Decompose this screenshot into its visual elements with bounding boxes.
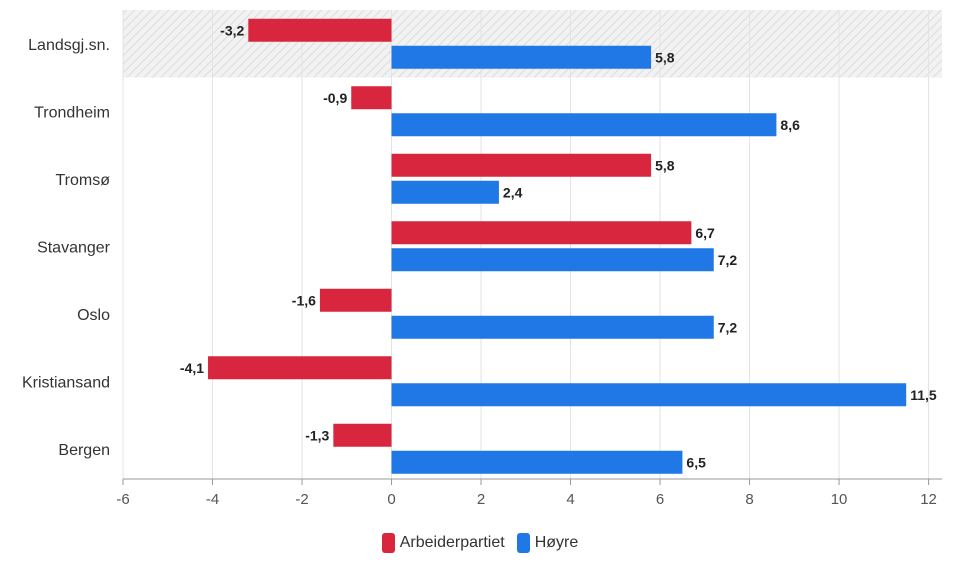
data-label: 5,8: [655, 157, 675, 173]
data-label: -3,2: [220, 22, 244, 38]
bar-hoyre[interactable]: [391, 45, 652, 69]
data-label: -1,3: [305, 427, 329, 443]
x-tick-label: 12: [920, 491, 937, 508]
data-label: -0,9: [323, 90, 347, 106]
bar-hoyre[interactable]: [391, 113, 777, 137]
data-label: 6,7: [695, 225, 715, 241]
x-tick-label: 4: [566, 491, 574, 508]
category-label: Oslo: [77, 307, 110, 324]
data-label: -4,1: [180, 360, 204, 376]
legend-item-arbeiderpartiet[interactable]: Arbeiderpartiet: [381, 533, 505, 553]
bar-arbeiderpartiet[interactable]: [248, 18, 392, 42]
x-tick-label: -4: [206, 491, 219, 508]
legend-item-hoyre[interactable]: Høyre: [516, 533, 579, 553]
data-label: 8,6: [780, 117, 800, 133]
x-tick-label: 2: [477, 491, 485, 508]
data-label: -1,6: [292, 292, 316, 308]
bar-arbeiderpartiet[interactable]: [333, 423, 392, 447]
x-tick-label: 0: [387, 491, 395, 508]
data-label: 7,2: [718, 319, 738, 335]
data-label: 6,5: [686, 454, 706, 470]
x-tick-label: 8: [745, 491, 753, 508]
legend: Arbeiderpartiet Høyre: [0, 533, 960, 553]
bar-hoyre[interactable]: [391, 383, 907, 407]
category-label: Tromsø: [55, 172, 110, 189]
legend-swatch-arbeiderpartiet: [381, 533, 395, 553]
bar-hoyre[interactable]: [391, 180, 499, 204]
bar-arbeiderpartiet[interactable]: [319, 288, 392, 312]
bar-arbeiderpartiet[interactable]: [351, 86, 392, 110]
x-tick-label: -6: [116, 491, 129, 508]
legend-label-hoyre: Høyre: [534, 534, 579, 551]
data-label: 11,5: [910, 387, 937, 403]
bar-arbeiderpartiet[interactable]: [208, 356, 392, 380]
bar-arbeiderpartiet[interactable]: [391, 153, 652, 177]
bar-hoyre[interactable]: [391, 315, 714, 339]
x-tick-label: 6: [656, 491, 664, 508]
legend-swatch-hoyre: [516, 533, 530, 553]
bar-arbeiderpartiet[interactable]: [391, 221, 692, 245]
category-label: Kristiansand: [22, 374, 110, 391]
data-label: 2,4: [503, 184, 523, 200]
x-tick-label: 10: [831, 491, 848, 508]
bar-hoyre[interactable]: [391, 248, 714, 272]
x-tick-label: -2: [295, 491, 308, 508]
data-label: 5,8: [655, 49, 675, 65]
category-label: Trondheim: [34, 104, 110, 121]
category-label: Stavanger: [37, 239, 111, 256]
legend-label-arbeiderpartiet: Arbeiderpartiet: [399, 534, 505, 551]
category-label: Bergen: [58, 442, 110, 459]
bar-hoyre[interactable]: [391, 450, 683, 474]
data-label: 7,2: [718, 252, 738, 268]
category-label: Landsgj.sn.: [28, 37, 110, 54]
